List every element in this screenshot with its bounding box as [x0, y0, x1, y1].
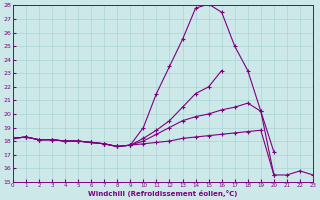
X-axis label: Windchill (Refroidissement éolien,°C): Windchill (Refroidissement éolien,°C)	[88, 190, 238, 197]
